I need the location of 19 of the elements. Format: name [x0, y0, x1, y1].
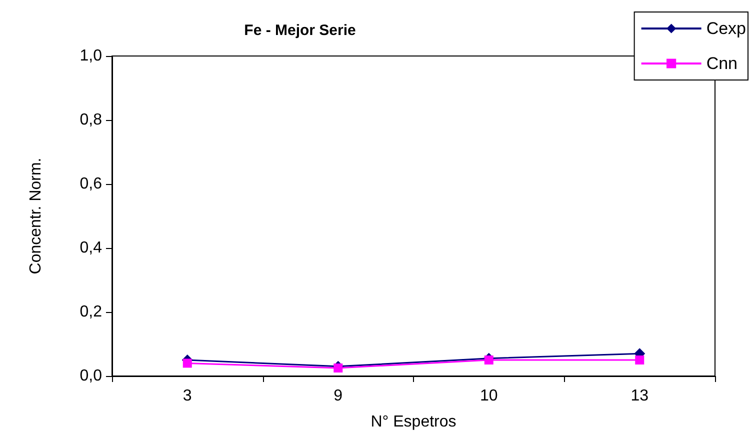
y-axis-title: Concentr. Norm.: [28, 158, 44, 274]
x-axis-title: N° Espetros: [370, 414, 456, 430]
x-tick-label: 3: [182, 388, 192, 404]
legend-label: Cnn: [706, 54, 738, 73]
x-tick-label: 9: [334, 388, 343, 404]
x-tick-label: 10: [480, 388, 498, 404]
x-tick-label: 13: [630, 388, 649, 404]
point: [635, 356, 644, 364]
y-tick-label: 0,4: [80, 240, 102, 256]
legend-label: Cexp: [706, 19, 746, 38]
y-tick-label: 0,8: [80, 112, 102, 128]
y-tick-label: 0,2: [80, 304, 102, 320]
point: [182, 358, 192, 368]
point: [334, 364, 343, 372]
y-tick-label: 0,6: [80, 176, 102, 192]
chart-title: Fe - Mejor Serie: [244, 22, 356, 39]
y-tick-label: 0,0: [80, 368, 102, 384]
y-tick-label: 1,0: [80, 48, 102, 64]
point: [484, 356, 494, 364]
